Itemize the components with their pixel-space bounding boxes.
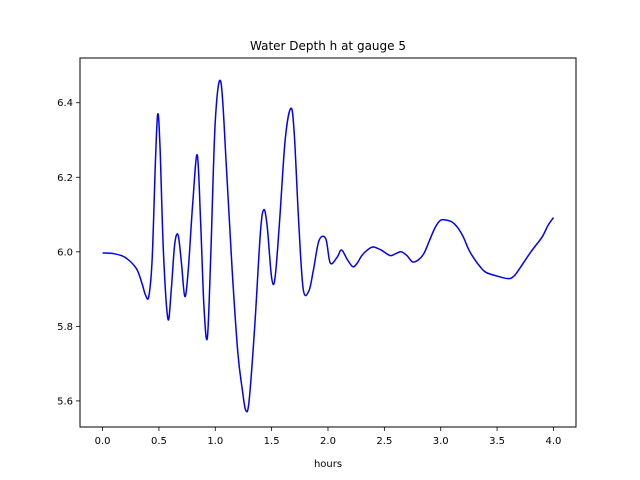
y-tick-label: 5.6 (57, 396, 73, 407)
y-tick-label: 6.0 (57, 247, 73, 258)
x-tick-label: 0.5 (151, 436, 167, 447)
x-tick-label: 3.5 (489, 436, 505, 447)
x-axis-label: hours (314, 459, 342, 470)
y-tick-label: 5.8 (57, 322, 73, 333)
chart-title: Water Depth h at gauge 5 (250, 39, 406, 53)
x-tick-label: 1.5 (264, 436, 280, 447)
x-tick-label: 0.0 (95, 436, 111, 447)
x-axis: 0.0 0.5 1.0 1.5 2.0 2.5 3.0 3.5 4.0 (95, 427, 562, 447)
x-tick-label: 3.0 (433, 436, 449, 447)
x-tick-label: 2.0 (320, 436, 336, 447)
x-tick-label: 4.0 (546, 436, 562, 447)
y-tick-label: 6.4 (57, 98, 73, 109)
series-layer (102, 79, 555, 413)
x-tick-label: 1.0 (207, 436, 223, 447)
x-tick-label: 2.5 (376, 436, 392, 447)
y-tick-label: 6.2 (57, 173, 73, 184)
series-line-0 (102, 79, 555, 413)
y-axis: 5.6 5.8 6.0 6.2 6.4 (57, 98, 80, 407)
